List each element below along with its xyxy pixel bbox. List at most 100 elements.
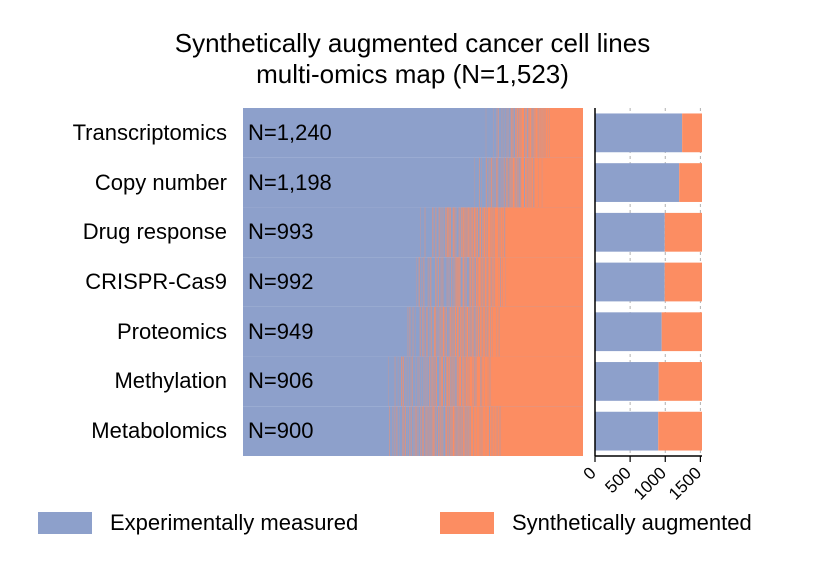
- heatmap-cell-augmented: [544, 108, 546, 158]
- heatmap: [243, 108, 583, 456]
- row-label-omics: Methylation: [114, 368, 227, 394]
- heatmap-cell-augmented: [485, 207, 487, 258]
- heatmap-cell-augmented: [490, 356, 583, 407]
- heatmap-cell-augmented: [489, 406, 492, 456]
- row-label-count: N=900: [248, 418, 314, 444]
- heatmap-cell-augmented: [434, 306, 436, 357]
- row-label-omics: Transcriptomics: [72, 119, 227, 145]
- heatmap-cell-augmented: [515, 108, 516, 158]
- heatmap-cell-augmented: [500, 406, 583, 456]
- heatmap-cell-augmented: [463, 207, 465, 258]
- chart-title-line-2: multi-omics map (N=1,523): [256, 59, 569, 89]
- heatmap-cell-augmented: [487, 257, 489, 307]
- heatmap-cell-augmented: [474, 207, 476, 258]
- heatmap-cell-augmented: [527, 157, 529, 208]
- heatmap-cell-augmented: [491, 257, 493, 307]
- heatmap-cell-augmented: [452, 406, 455, 456]
- heatmap-cell-augmented: [512, 157, 515, 208]
- heatmap-cell-augmented: [459, 257, 461, 307]
- heatmap-cell-augmented: [469, 356, 473, 407]
- heatmap-cell-augmented: [533, 108, 535, 158]
- bar-augmented-2: [679, 163, 702, 202]
- heatmap-cell-augmented: [494, 207, 499, 258]
- bar-measured-7: [595, 411, 659, 451]
- heatmap-cell-augmented: [458, 257, 459, 307]
- heatmap-cell-augmented: [483, 207, 486, 258]
- heatmap-cell-augmented: [485, 257, 487, 307]
- heatmap-cell-augmented: [487, 207, 491, 258]
- heatmap-cell-augmented: [447, 207, 448, 258]
- bar-x-tick-label-1500: 1500: [665, 463, 705, 503]
- heatmap-cell-augmented: [447, 207, 449, 258]
- heatmap-cell-augmented: [460, 306, 462, 357]
- heatmap-cell-augmented: [479, 207, 481, 258]
- heatmap-cell-augmented: [432, 406, 434, 456]
- heatmap-cell-augmented: [476, 356, 481, 407]
- heatmap-cell-augmented: [476, 356, 477, 407]
- heatmap-cell-augmented: [491, 306, 493, 357]
- heatmap-cell-augmented: [474, 406, 477, 456]
- heatmap-cell-augmented: [432, 356, 434, 407]
- heatmap-cell-augmented: [457, 356, 459, 407]
- heatmap-cell-augmented: [502, 207, 504, 258]
- row-label-omics: CRISPR-Cas9: [85, 269, 227, 294]
- heatmap-cell-augmented: [449, 306, 451, 357]
- heatmap-cell-augmented: [490, 207, 492, 258]
- heatmap-cell-augmented: [505, 207, 583, 258]
- bar-measured-6: [595, 362, 659, 401]
- row-label-count: N=1,198: [248, 169, 332, 195]
- heatmap-cell-augmented: [520, 108, 521, 158]
- heatmap-cell-augmented: [478, 306, 480, 357]
- heatmap-cell-augmented: [495, 257, 499, 307]
- row-label-omics: Copy number: [94, 169, 227, 195]
- heatmap-cell-augmented: [530, 157, 532, 208]
- bar-x-tick-label-0: 0: [580, 463, 600, 483]
- chart-title-line-1: Synthetically augmented cancer cell line…: [174, 28, 651, 58]
- heatmap-cell-augmented: [485, 306, 487, 357]
- heatmap-cell-augmented: [520, 108, 522, 158]
- heatmap-cell-augmented: [499, 207, 501, 258]
- heatmap-cell-augmented: [529, 108, 531, 158]
- heatmap-cell-augmented: [469, 257, 471, 307]
- heatmap-cell-augmented: [531, 157, 534, 208]
- heatmap-cell-augmented: [491, 406, 493, 456]
- heatmap-cell-augmented: [462, 356, 464, 407]
- heatmap-cell-augmented: [538, 157, 542, 208]
- legend-label-measured: Experimentally measured: [110, 510, 359, 535]
- heatmap-cell-augmented: [500, 257, 503, 307]
- heatmap-cell-augmented: [448, 356, 450, 407]
- heatmap-cell-augmented: [521, 157, 525, 208]
- heatmap-cell-augmented: [453, 207, 454, 258]
- heatmap-cell-augmented: [463, 406, 465, 456]
- heatmap-cell-augmented: [477, 207, 479, 258]
- heatmap-cell-augmented: [502, 257, 506, 307]
- heatmap-cell-augmented: [431, 406, 433, 456]
- row-label-count: N=1,240: [248, 119, 332, 145]
- heatmap-cell-augmented: [539, 108, 541, 158]
- row-label-omics: Drug response: [82, 219, 227, 245]
- heatmap-cell-augmented: [489, 356, 491, 407]
- bar-measured-3: [595, 212, 665, 252]
- heatmap-cell-augmented: [491, 157, 492, 208]
- heatmap-cell-augmented: [493, 257, 495, 307]
- heatmap-cell-augmented: [472, 306, 474, 357]
- heatmap-cell-augmented: [463, 356, 465, 407]
- heatmap-cell-augmented: [430, 306, 432, 357]
- heatmap-cell-augmented: [469, 406, 471, 456]
- heatmap-cell-augmented: [496, 306, 499, 357]
- heatmap-cell-augmented: [499, 257, 501, 307]
- bar-augmented-6: [658, 362, 702, 401]
- row-label-omics: Proteomics: [116, 318, 227, 344]
- row-label-count: N=949: [248, 318, 314, 344]
- heatmap-cell-augmented: [482, 306, 484, 357]
- heatmap-cell-augmented: [488, 356, 490, 407]
- heatmap-cell-augmented: [540, 108, 542, 158]
- heatmap-cell-augmented: [478, 257, 481, 307]
- bar-measured-2: [595, 163, 680, 202]
- heatmap-cell-augmented: [472, 356, 474, 407]
- legend-label-augmented: Synthetically augmented: [512, 510, 752, 535]
- heatmap-cell-augmented: [529, 157, 531, 208]
- heatmap-cell-augmented: [525, 108, 527, 158]
- heatmap-cell-augmented: [482, 207, 484, 258]
